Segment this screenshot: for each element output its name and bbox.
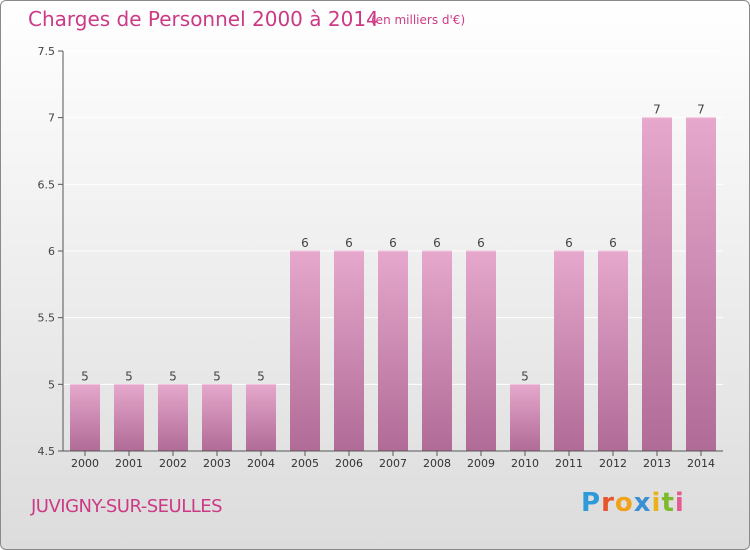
logo-letter: o: [614, 488, 634, 518]
logo-letter: i: [651, 488, 662, 518]
data-label: 6: [433, 236, 441, 250]
bar: [686, 117, 716, 452]
y-tick-label: 6: [48, 245, 55, 258]
x-tick-label: 2012: [599, 457, 627, 470]
axes: 4.5 5 5.5 6 6.5 7 7.5 2000 2001 2002 2003 2004 2005 2…: [38, 45, 723, 470]
x-tick-label: 2009: [467, 457, 495, 470]
x-tick-label: 2002: [159, 457, 187, 470]
bar: [290, 251, 320, 451]
data-label: 6: [609, 236, 617, 250]
bar: [554, 251, 584, 451]
y-tick-label: 7: [48, 112, 55, 125]
data-label: 6: [301, 236, 309, 250]
bar: [202, 384, 232, 451]
logo-letter: r: [601, 488, 615, 518]
data-label: 6: [565, 236, 573, 250]
x-tick-label: 2013: [643, 457, 671, 470]
proxiti-logo: Proxiti: [581, 488, 685, 518]
bar: [378, 251, 408, 451]
data-label: 5: [521, 369, 529, 383]
x-tick-label: 2005: [291, 457, 319, 470]
logo-letter: t: [661, 488, 675, 518]
data-label: 6: [477, 236, 485, 250]
data-label: 6: [345, 236, 353, 250]
data-labels: 5 5 5 5 5 6 6 6 6 6 5 6 6 7 7: [81, 103, 705, 384]
data-label: 5: [81, 369, 89, 383]
logo-letter: i: [674, 488, 685, 518]
y-tick-label: 5: [48, 378, 55, 391]
bar: [334, 251, 364, 451]
chart-title: Charges de Personnel 2000 à 2014: [28, 7, 379, 31]
bar: [598, 251, 628, 451]
bar: [466, 251, 496, 451]
bar: [422, 251, 452, 451]
y-tick-label: 7.5: [38, 45, 56, 58]
bars: [70, 117, 716, 452]
x-tick-label: 2006: [335, 457, 363, 470]
bar: [158, 384, 188, 451]
logo-letter: x: [633, 488, 652, 518]
logo-letter: P: [581, 488, 602, 518]
y-tick-label: 6.5: [38, 178, 56, 191]
data-label: 7: [697, 103, 705, 117]
x-tick-label: 2011: [555, 457, 583, 470]
x-tick-label: 2003: [203, 457, 231, 470]
data-label: 5: [125, 369, 133, 383]
bar: [510, 384, 540, 451]
chart-unit-label: (en milliers d'€): [371, 13, 466, 27]
x-tick-label: 2000: [71, 457, 99, 470]
bar: [246, 384, 276, 451]
x-tick-label: 2007: [379, 457, 407, 470]
x-tick-label: 2004: [247, 457, 275, 470]
x-tick-label: 2008: [423, 457, 451, 470]
commune-name: JUVIGNY-SUR-SEULLES: [31, 496, 223, 517]
bar: [70, 384, 100, 451]
data-label: 5: [257, 369, 265, 383]
bar: [114, 384, 144, 451]
data-label: 6: [389, 236, 397, 250]
x-tick-label: 2001: [115, 457, 143, 470]
y-tick-label: 5.5: [38, 312, 56, 325]
data-label: 5: [169, 369, 177, 383]
data-label: 7: [653, 103, 661, 117]
x-tick-label: 2014: [687, 457, 715, 470]
data-label: 5: [213, 369, 221, 383]
bar: [642, 117, 672, 452]
y-tick-label: 4.5: [38, 445, 56, 458]
x-tick-label: 2010: [511, 457, 539, 470]
